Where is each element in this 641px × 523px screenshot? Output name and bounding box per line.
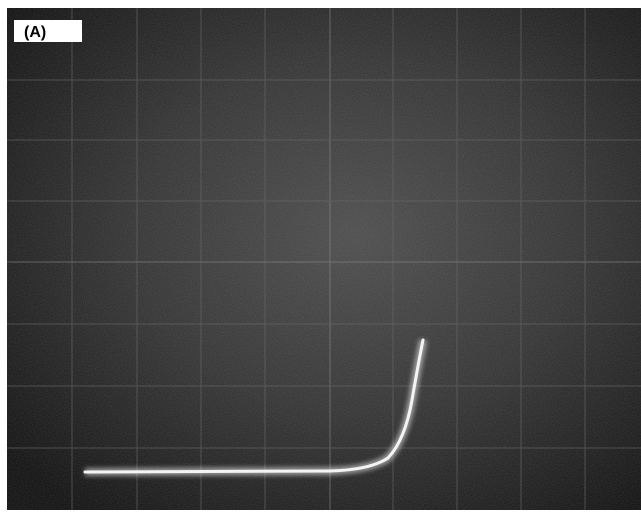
screen-grain <box>7 8 641 510</box>
label-box <box>14 20 82 42</box>
trace <box>83 338 425 474</box>
panel-label: (A) <box>24 24 46 41</box>
graticule <box>7 8 641 510</box>
